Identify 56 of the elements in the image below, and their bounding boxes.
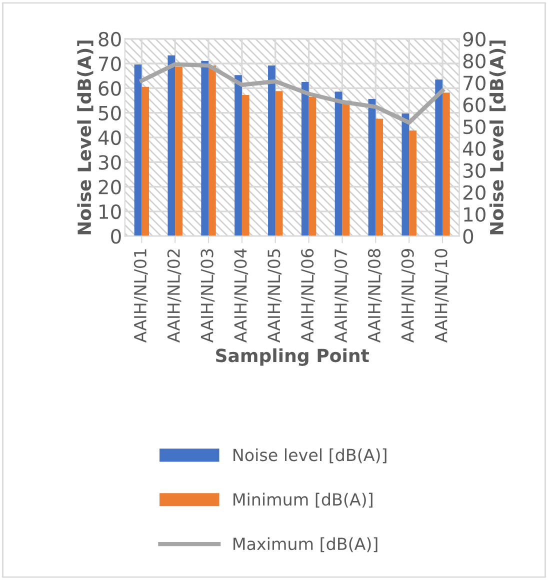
x-axis-title: Sampling Point xyxy=(216,348,370,366)
x-tick-label: AAIH/NL/07 xyxy=(334,249,348,343)
bar xyxy=(342,100,350,236)
y-tick-label: 40 xyxy=(98,130,121,146)
line-series xyxy=(140,62,445,125)
y2-tick-label: 60 xyxy=(463,98,486,112)
x-tick-label: AAIH/NL/05 xyxy=(268,249,282,343)
x-tick-label: AAIH/NL/08 xyxy=(368,249,382,343)
bar xyxy=(301,82,309,236)
y2-tick-label: 10 xyxy=(464,207,486,222)
legend-label: Minimum [dB(A)] xyxy=(234,492,372,508)
x-tick-label: AAIH/NL/02 xyxy=(167,250,182,343)
y-axis-title: Noise Level [dB(A)] xyxy=(77,40,94,234)
y2-tick-label: 40 xyxy=(462,141,486,156)
y2-tick-label: 0 xyxy=(463,229,474,244)
bar xyxy=(442,92,450,236)
y2-tick-label: 20 xyxy=(463,185,486,200)
bar xyxy=(175,66,182,236)
y-tick-label: 10 xyxy=(100,204,121,220)
bar xyxy=(268,65,276,236)
bar xyxy=(242,95,250,236)
y-tick-label: 80 xyxy=(98,32,121,47)
bar xyxy=(409,130,416,236)
bar xyxy=(435,80,443,236)
bar xyxy=(208,65,216,236)
x-tick-label: AAIH/NL/04 xyxy=(234,248,248,343)
x-tick-label: AAIH/NL/01 xyxy=(134,249,148,343)
y-tick-label: 50 xyxy=(98,106,121,120)
y2-axis-title: Noise Level [dB(A)] xyxy=(490,40,506,234)
y2-tick-label: 70 xyxy=(464,76,486,90)
y2-tick-label: 90 xyxy=(463,32,486,47)
x-tick-label: AAIH/NL/06 xyxy=(301,248,315,343)
bar xyxy=(201,61,209,236)
bar xyxy=(308,97,316,236)
bar xyxy=(334,92,342,236)
bar xyxy=(234,75,242,236)
bar xyxy=(134,64,142,236)
x-tick-label: AAIH/NL/10 xyxy=(434,248,449,343)
bar xyxy=(368,99,376,236)
bar xyxy=(142,86,150,236)
y2-tick-label: 30 xyxy=(463,163,486,178)
bar xyxy=(376,118,384,236)
bar xyxy=(168,55,176,236)
y-tick-label: 20 xyxy=(98,180,121,194)
y-tick-label: 30 xyxy=(98,155,121,170)
legend-label: Noise level [dB(A)] xyxy=(234,448,386,464)
bar xyxy=(275,91,283,236)
y2-tick-label: 50 xyxy=(464,119,486,134)
legend-label: Maximum [dB(A)] xyxy=(234,537,378,552)
y2-tick-label: 80 xyxy=(463,54,486,68)
bar xyxy=(402,114,410,236)
y-tick-label: 0 xyxy=(111,229,121,244)
y-tick-label: 60 xyxy=(98,81,121,96)
y-tick-label: 70 xyxy=(99,56,121,72)
x-tick-label: AAIH/NL/03 xyxy=(200,249,215,343)
x-tick-label: AAIH/NL/09 xyxy=(401,249,416,343)
